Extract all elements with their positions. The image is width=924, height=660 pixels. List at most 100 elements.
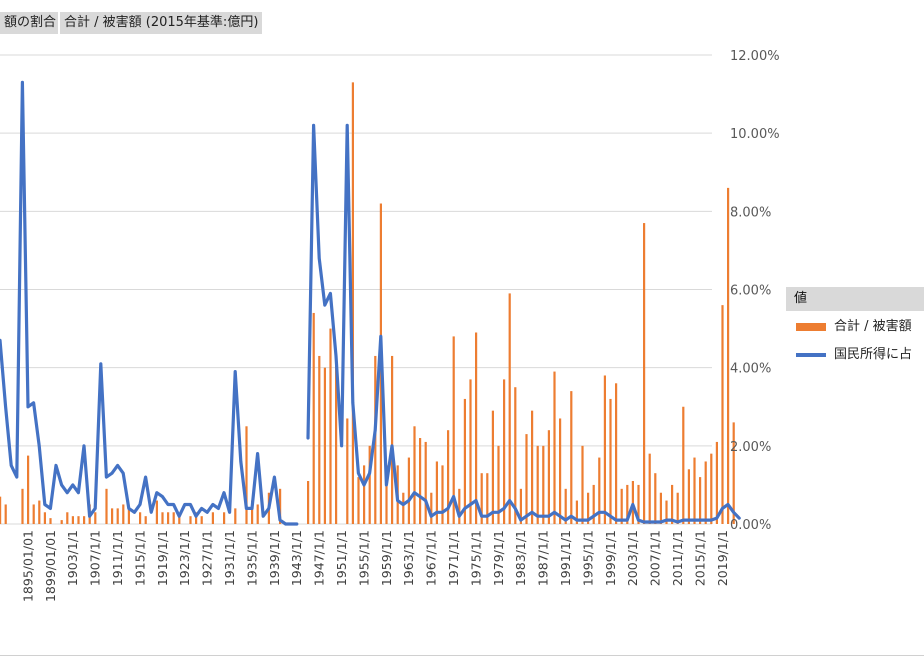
bar	[715, 441, 718, 524]
bar	[407, 457, 410, 524]
bar	[430, 492, 433, 524]
y-tick-label: 4.00%	[730, 362, 771, 377]
bar	[402, 492, 405, 524]
x-tick-label: 1955/1/1	[356, 530, 371, 586]
bar	[122, 504, 125, 524]
y-axis-ticks: 0.00% 2.00% 4.00% 6.00% 8.00% 10.00% 12.00%	[730, 49, 780, 533]
bar	[648, 453, 651, 524]
bar	[424, 441, 427, 524]
bar	[491, 410, 494, 524]
gridlines	[0, 54, 712, 525]
bar	[514, 387, 517, 524]
x-tick-label: 1971/1/1	[446, 530, 461, 586]
bar	[525, 434, 528, 524]
bar	[447, 430, 450, 524]
bar	[60, 520, 63, 524]
bottom-divider	[0, 655, 924, 656]
bar	[710, 453, 713, 524]
bar	[665, 500, 668, 524]
bar	[687, 469, 690, 524]
bar	[279, 488, 282, 524]
x-tick-label: 1927/1/1	[200, 530, 215, 586]
bar	[144, 516, 147, 524]
bar	[486, 473, 489, 524]
x-tick-label: 1967/1/1	[424, 530, 439, 586]
bar	[435, 461, 438, 524]
bar	[609, 398, 612, 524]
bar	[363, 465, 366, 524]
x-tick-label: 2011/1/1	[670, 530, 685, 586]
bar	[559, 418, 562, 524]
x-tick-label: 1987/1/1	[536, 530, 551, 586]
bar	[32, 504, 35, 524]
bar	[357, 477, 360, 524]
bar	[0, 496, 2, 524]
filter-field-damage-sum[interactable]: 合計 / 被害額 (2015年基準:億円)	[60, 12, 263, 34]
x-tick-label: 1915/1/1	[132, 530, 147, 586]
bar-series	[0, 82, 735, 524]
bar	[615, 383, 618, 524]
x-axis-ticks: 1895/01/01 1899/01/01 1903/1/1 1907/1/1 1911…	[20, 530, 729, 602]
bar	[21, 488, 24, 524]
bar	[49, 518, 52, 524]
legend-title[interactable]: 値	[786, 287, 924, 311]
legend-swatch-line	[796, 353, 826, 357]
bar	[682, 406, 685, 524]
bar	[211, 512, 214, 524]
bar	[127, 508, 130, 524]
bar	[587, 492, 590, 524]
y-tick-label: 12.00%	[730, 49, 780, 64]
bar	[200, 516, 203, 524]
bar	[139, 512, 142, 524]
bar	[111, 508, 114, 524]
bar	[693, 457, 696, 524]
bar	[71, 516, 74, 524]
bar	[419, 438, 422, 524]
x-tick-label: 1947/1/1	[312, 530, 327, 586]
bar	[475, 332, 478, 524]
bar	[413, 426, 416, 524]
bar	[570, 391, 573, 524]
y-tick-label: 6.00%	[730, 284, 771, 299]
x-tick-label: 1923/1/1	[177, 530, 192, 586]
bar	[671, 484, 674, 524]
bar	[329, 328, 332, 524]
bar	[195, 512, 198, 524]
bar	[66, 512, 69, 524]
bar	[699, 477, 702, 524]
x-tick-label: 1899/01/01	[43, 530, 58, 602]
bar	[94, 512, 97, 524]
bar	[463, 398, 466, 524]
bar	[307, 481, 310, 524]
bar	[508, 293, 511, 524]
bar	[189, 516, 192, 524]
bar	[732, 422, 735, 524]
bar	[547, 430, 550, 524]
legend-label-ratio: 国民所得に占	[834, 347, 913, 362]
bar	[234, 508, 237, 524]
bar	[38, 500, 41, 524]
x-tick-label: 2015/1/1	[692, 530, 707, 586]
x-tick-label: 2019/1/1	[715, 530, 730, 586]
bar	[620, 488, 623, 524]
bar	[542, 445, 545, 524]
y-tick-label: 8.00%	[730, 205, 771, 220]
bar	[654, 473, 657, 524]
x-tick-label: 1939/1/1	[267, 530, 282, 586]
bar	[256, 504, 259, 524]
x-tick-label: 1911/1/1	[110, 530, 125, 586]
bar	[155, 500, 158, 524]
bar	[469, 379, 472, 524]
bar	[368, 445, 371, 524]
legend-panel: 値 合計 / 被害額 国民所得に占	[786, 287, 924, 377]
bar	[161, 512, 164, 524]
bar	[245, 426, 248, 524]
y-tick-label: 0.00%	[730, 518, 771, 533]
y-tick-label: 2.00%	[730, 440, 771, 455]
x-tick-label: 1931/1/1	[222, 530, 237, 586]
filter-field-left[interactable]: 額の割合	[0, 12, 58, 34]
bar	[172, 512, 175, 524]
x-tick-label: 1943/1/1	[289, 530, 304, 586]
bar	[385, 465, 388, 524]
